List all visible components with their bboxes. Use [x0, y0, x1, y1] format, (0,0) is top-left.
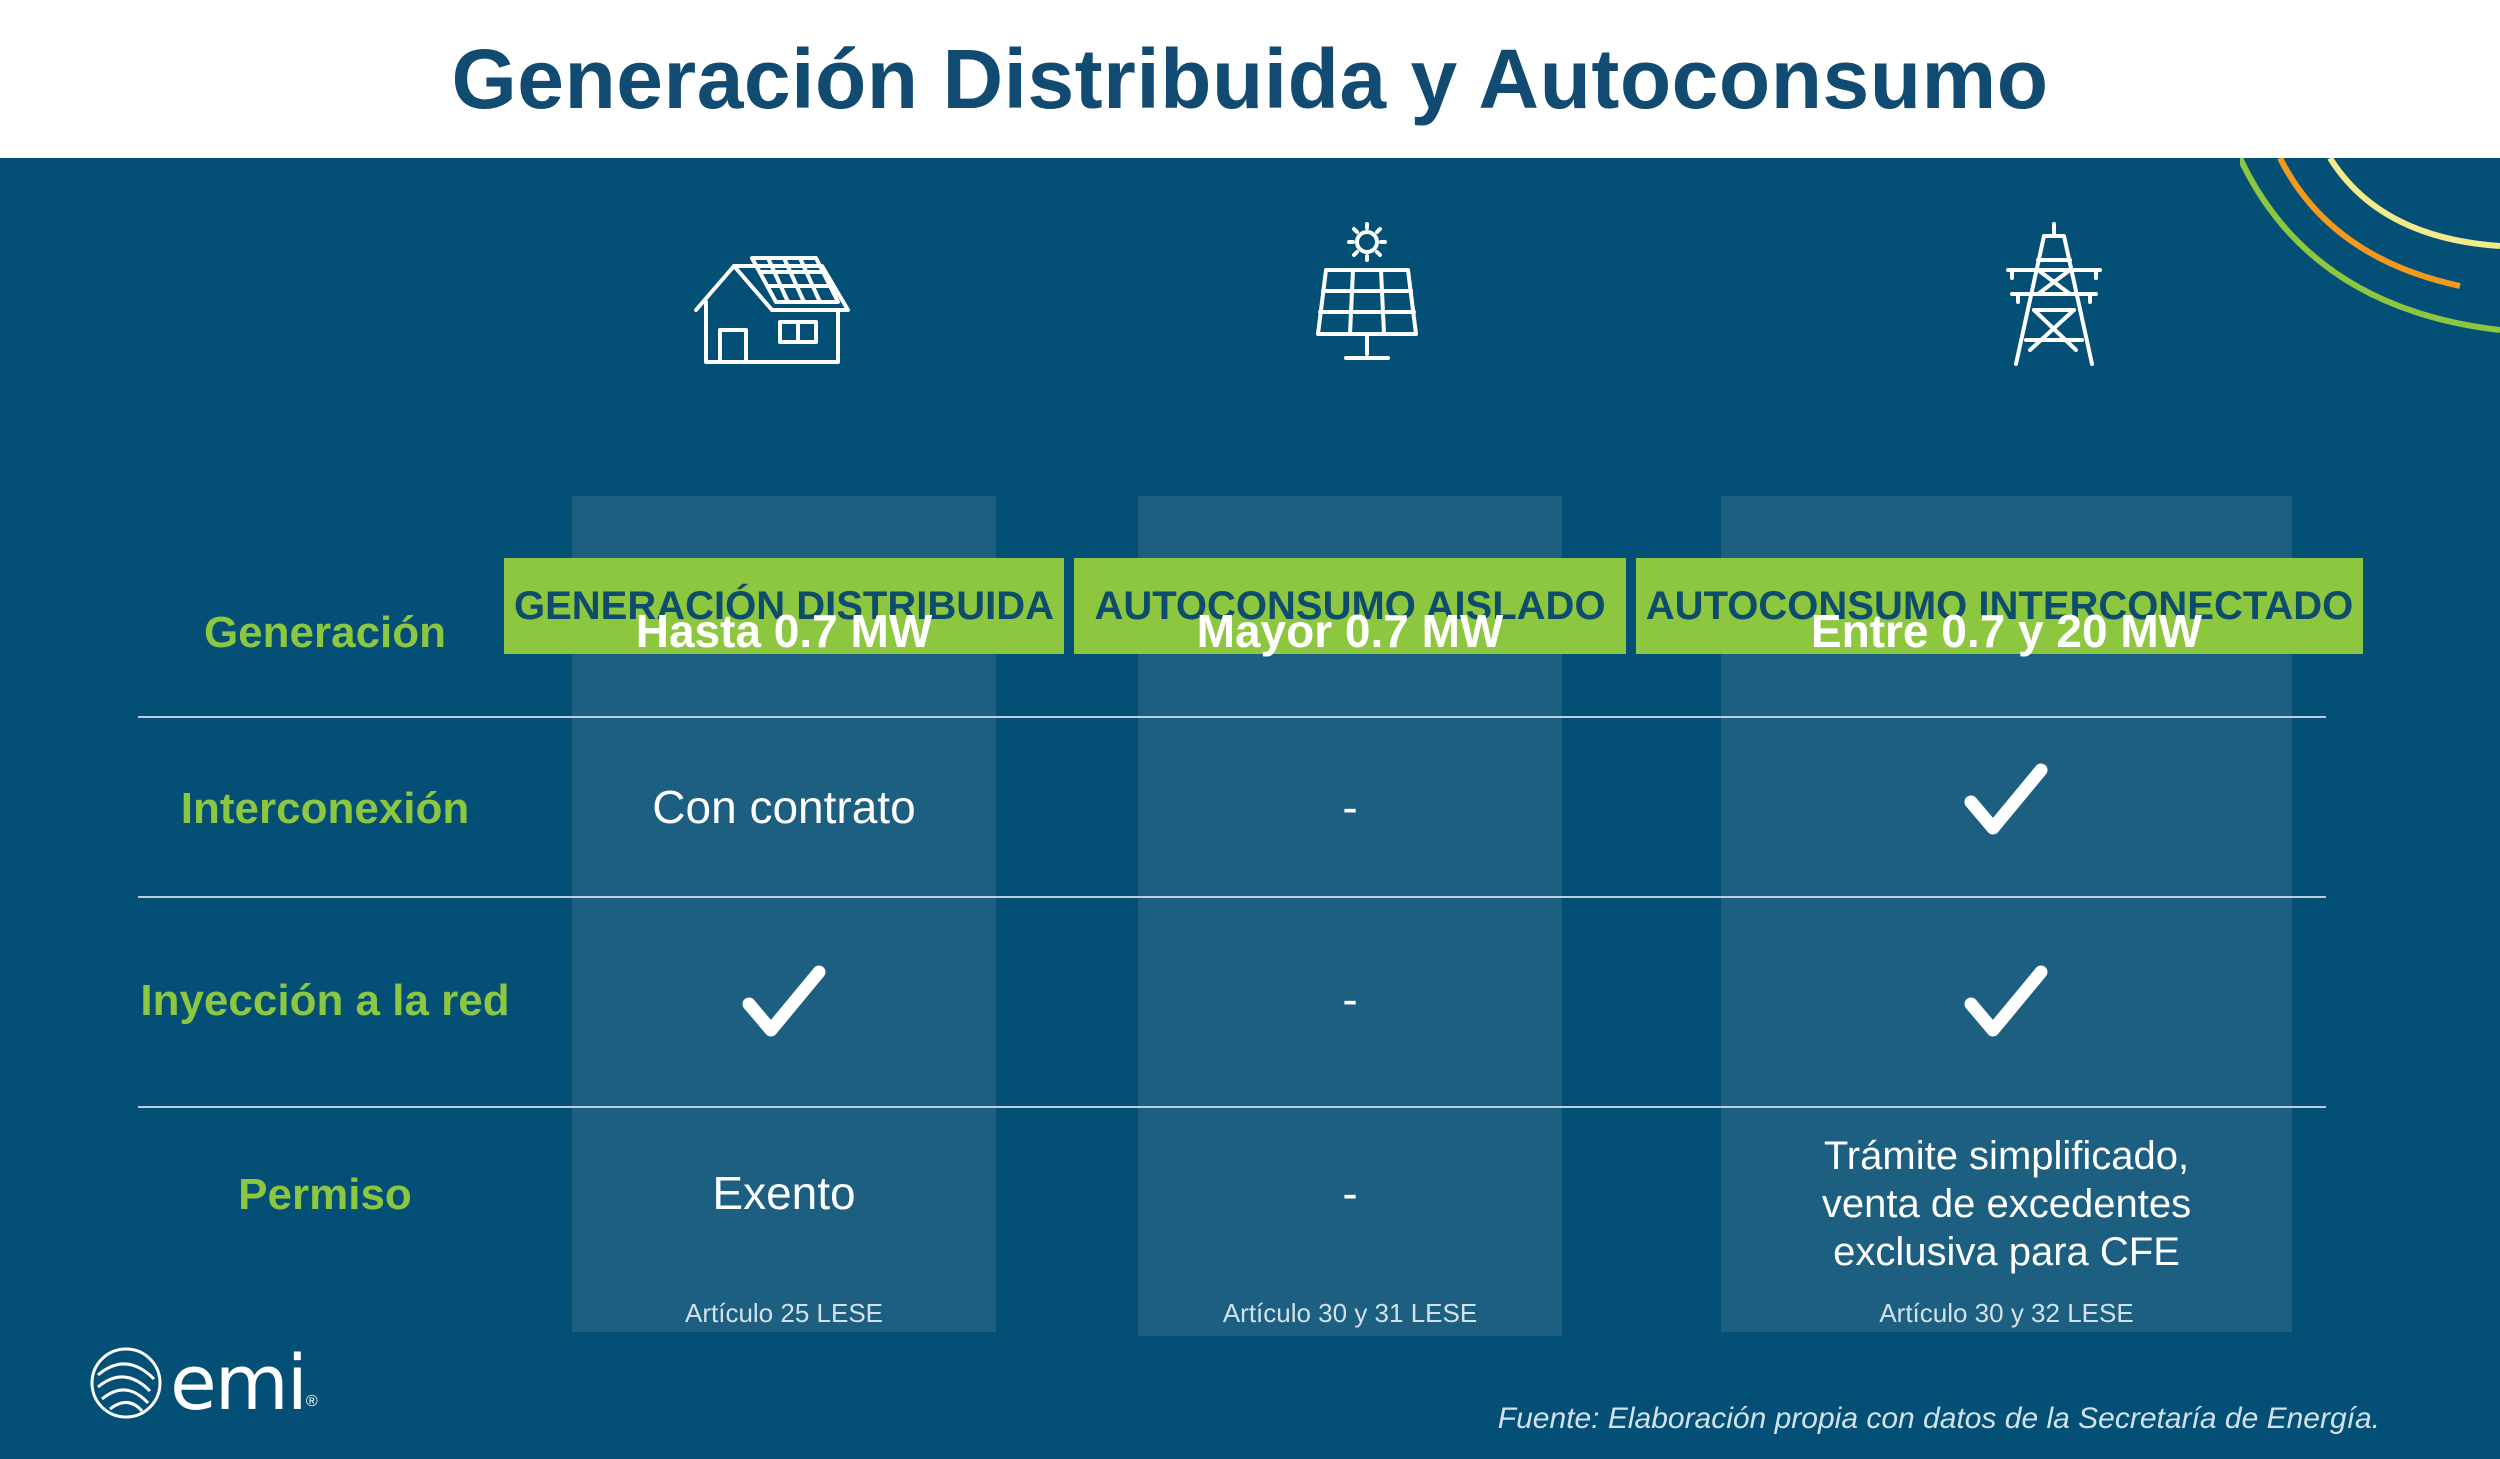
legal-note-autoconsumo-aislado: Artículo 30 y 31 LESE: [1222, 1298, 1478, 1328]
house-solar-icon: [694, 256, 850, 364]
row-divider: [138, 1106, 2326, 1108]
header: Generación Distribuida y Autoconsumo: [0, 0, 2500, 158]
solar-panel-sun-icon: [1316, 222, 1418, 360]
page-title: Generación Distribuida y Autoconsumo: [451, 32, 2049, 126]
row-label-permiso: Permiso: [238, 1170, 412, 1219]
legal-note-autoconsumo-interconectado: Artículo 30 y 32 LESE: [1879, 1298, 2134, 1328]
decorative-arcs-icon: [2240, 158, 2500, 333]
check-icon: [742, 965, 826, 1037]
cell-generacion-distribuida-permiso: Exento: [712, 1167, 856, 1219]
column-header-autoconsumo-aislado: AUTOCONSUMO AISLADO: [1074, 558, 1626, 654]
row-label-interconexion: Interconexión: [180, 784, 470, 833]
cell-autoconsumo-aislado-interconexion: -: [1342, 781, 1358, 833]
permiso-line: venta de excedentes: [1821, 1182, 2192, 1226]
comparison-panel: GENERACIÓN DISTRIBUIDA AUTOCONSUMO AISLA…: [0, 158, 2500, 1459]
permiso-line: Trámite simplificado,: [1823, 1134, 2190, 1178]
cell-generacion-distribuida-interconexion: Con contrato: [652, 781, 916, 833]
source-note: Fuente: Elaboración propia con datos de …: [1497, 1402, 2380, 1435]
cell-autoconsumo-interconectado-permiso: Trámite simplificado, venta de excedente…: [1721, 1132, 2292, 1276]
row-divider: [138, 896, 2326, 898]
check-icon: [1964, 763, 2048, 835]
permiso-line: exclusiva para CFE: [1833, 1230, 2180, 1274]
cell-autoconsumo-aislado-generacion: Mayor 0.7 MW: [1196, 605, 1504, 657]
logo-text: emi: [170, 1338, 308, 1427]
emi-logo: emi ®: [88, 1338, 318, 1427]
column-header-generacion-distribuida: GENERACIÓN DISTRIBUIDA: [504, 558, 1064, 654]
check-icon: [1964, 965, 2048, 1037]
cell-generacion-distribuida-generacion: Hasta 0.7 MW: [635, 605, 933, 657]
cell-autoconsumo-aislado-inyeccion: -: [1342, 973, 1358, 1025]
legal-note-generacion-distribuida: Artículo 25 LESE: [685, 1298, 883, 1328]
cell-autoconsumo-interconectado-generacion: Entre 0.7 y 20 MW: [1810, 605, 2203, 657]
row-label-generacion: Generación: [203, 608, 447, 657]
cell-autoconsumo-aislado-permiso: -: [1342, 1167, 1358, 1219]
emi-swirl-icon: [90, 1347, 162, 1418]
row-label-inyeccion-a-la-red: Inyección a la red: [140, 976, 510, 1025]
column-header-autoconsumo-interconectado: AUTOCONSUMO INTERCONECTADO: [1636, 558, 2363, 654]
transmission-tower-icon: [2006, 222, 2102, 366]
row-divider: [138, 716, 2326, 718]
logo-registered-mark: ®: [305, 1393, 318, 1410]
